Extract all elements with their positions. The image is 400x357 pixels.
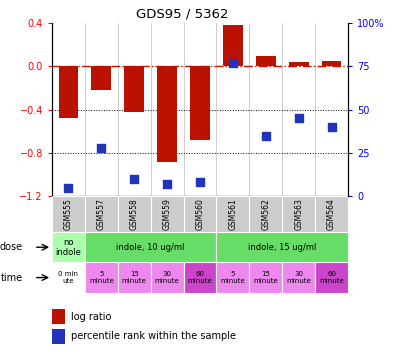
Text: percentile rank within the sample: percentile rank within the sample	[71, 331, 236, 341]
Bar	[216, 232, 348, 262]
Text: GSM557: GSM557	[97, 198, 106, 230]
Point	[296, 116, 302, 121]
Bar	[85, 196, 118, 232]
Point	[131, 176, 138, 182]
Text: GSM558: GSM558	[130, 198, 139, 230]
Point	[230, 60, 236, 66]
Point	[262, 133, 269, 139]
Bar	[322, 61, 342, 66]
Bar	[58, 66, 78, 119]
Text: dose: dose	[0, 242, 22, 252]
Bar	[124, 66, 144, 112]
Text: GSM561: GSM561	[228, 198, 237, 230]
Bar	[85, 262, 118, 293]
Bar	[256, 56, 276, 66]
Text: 5
minute: 5 minute	[89, 271, 114, 284]
Bar	[184, 196, 216, 232]
Text: 5
minute: 5 minute	[220, 271, 245, 284]
Bar	[118, 262, 151, 293]
Text: 15
minute: 15 minute	[122, 271, 146, 284]
Point	[197, 180, 203, 185]
Bar	[151, 262, 184, 293]
Text: 15
minute: 15 minute	[254, 271, 278, 284]
Text: no
indole: no indole	[56, 237, 81, 257]
Bar	[223, 25, 243, 66]
Bar	[190, 66, 210, 140]
Bar	[216, 262, 249, 293]
Bar	[315, 262, 348, 293]
Bar	[52, 262, 85, 293]
Title: GDS95 / 5362: GDS95 / 5362	[136, 7, 228, 21]
Point	[164, 181, 170, 187]
Bar	[151, 196, 184, 232]
Bar	[282, 262, 315, 293]
Point	[98, 145, 104, 151]
Bar	[184, 262, 216, 293]
Bar	[249, 262, 282, 293]
Text: time: time	[0, 272, 22, 283]
Bar	[92, 66, 111, 90]
Text: indole, 15 ug/ml: indole, 15 ug/ml	[248, 243, 316, 252]
Bar	[52, 232, 85, 262]
Text: 60
minute: 60 minute	[319, 271, 344, 284]
Text: GSM560: GSM560	[196, 198, 204, 230]
Bar	[282, 196, 315, 232]
Bar	[289, 62, 308, 66]
Text: GSM555: GSM555	[64, 198, 73, 230]
Bar	[216, 196, 249, 232]
Bar	[118, 196, 151, 232]
Text: 30
minute: 30 minute	[286, 271, 311, 284]
Text: GSM564: GSM564	[327, 198, 336, 230]
Text: 0 min
ute: 0 min ute	[58, 271, 78, 284]
Text: indole, 10 ug/ml: indole, 10 ug/ml	[116, 243, 185, 252]
Point	[65, 185, 72, 191]
Bar	[157, 66, 177, 162]
Text: GSM559: GSM559	[163, 198, 172, 230]
Bar	[52, 196, 85, 232]
Point	[328, 124, 335, 130]
Text: GSM563: GSM563	[294, 198, 303, 230]
Bar	[315, 196, 348, 232]
Text: log ratio: log ratio	[71, 312, 112, 322]
Text: 60
minute: 60 minute	[188, 271, 212, 284]
Text: 30
minute: 30 minute	[155, 271, 180, 284]
Bar	[52, 309, 65, 324]
Bar	[249, 196, 282, 232]
Bar	[85, 232, 216, 262]
Text: GSM562: GSM562	[261, 198, 270, 230]
Bar	[52, 329, 65, 344]
